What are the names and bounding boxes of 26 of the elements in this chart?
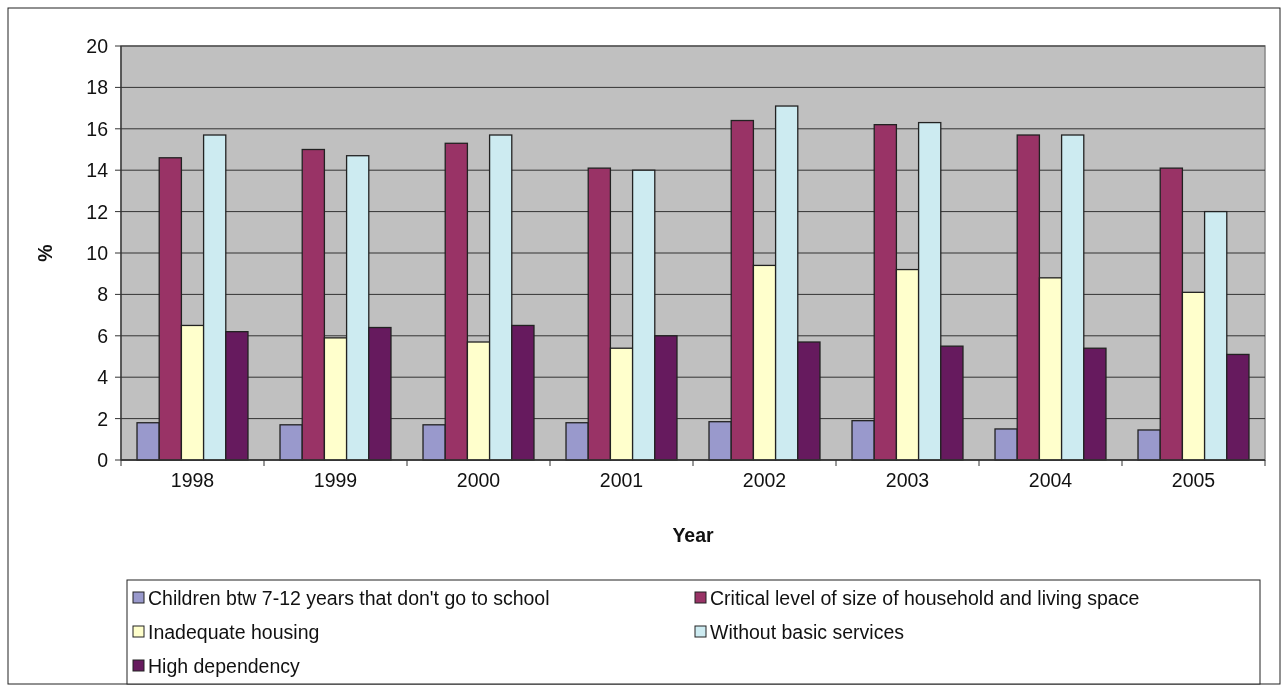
y-tick-label: 18	[86, 76, 108, 99]
legend-label: Critical level of size of household and living space	[710, 587, 1140, 609]
x-tick-label: 2005	[1171, 469, 1216, 491]
y-tick-label: 10	[86, 242, 109, 265]
x-tick-label: 1998	[170, 469, 215, 491]
y-tick-label: 0	[97, 449, 109, 472]
y-tick-label: 4	[97, 366, 109, 389]
x-axis-title: Year	[672, 524, 715, 546]
x-tick-label: 2001	[599, 469, 644, 491]
legend-label: Inadequate housing	[148, 621, 320, 643]
x-tick-label: 2004	[1028, 469, 1073, 491]
y-tick-label: 6	[97, 324, 108, 347]
x-tick-label: 2002	[742, 469, 787, 491]
legend-label: Children btw 7-12 years that don't go to school	[148, 587, 550, 609]
x-tick-label: 2003	[885, 469, 930, 491]
legend-label: Without basic services	[710, 621, 905, 643]
y-tick-label: 20	[86, 35, 109, 58]
y-axis-title: %	[34, 244, 56, 262]
legend-label: High dependency	[148, 655, 301, 677]
y-tick-label: 16	[86, 117, 108, 140]
y-tick-label: 14	[86, 159, 109, 182]
x-tick-label: 1999	[313, 469, 358, 491]
x-tick-label: 2000	[456, 469, 501, 491]
y-tick-label: 8	[97, 283, 108, 306]
y-tick-label: 12	[86, 200, 108, 223]
y-tick-label: 2	[97, 407, 108, 430]
